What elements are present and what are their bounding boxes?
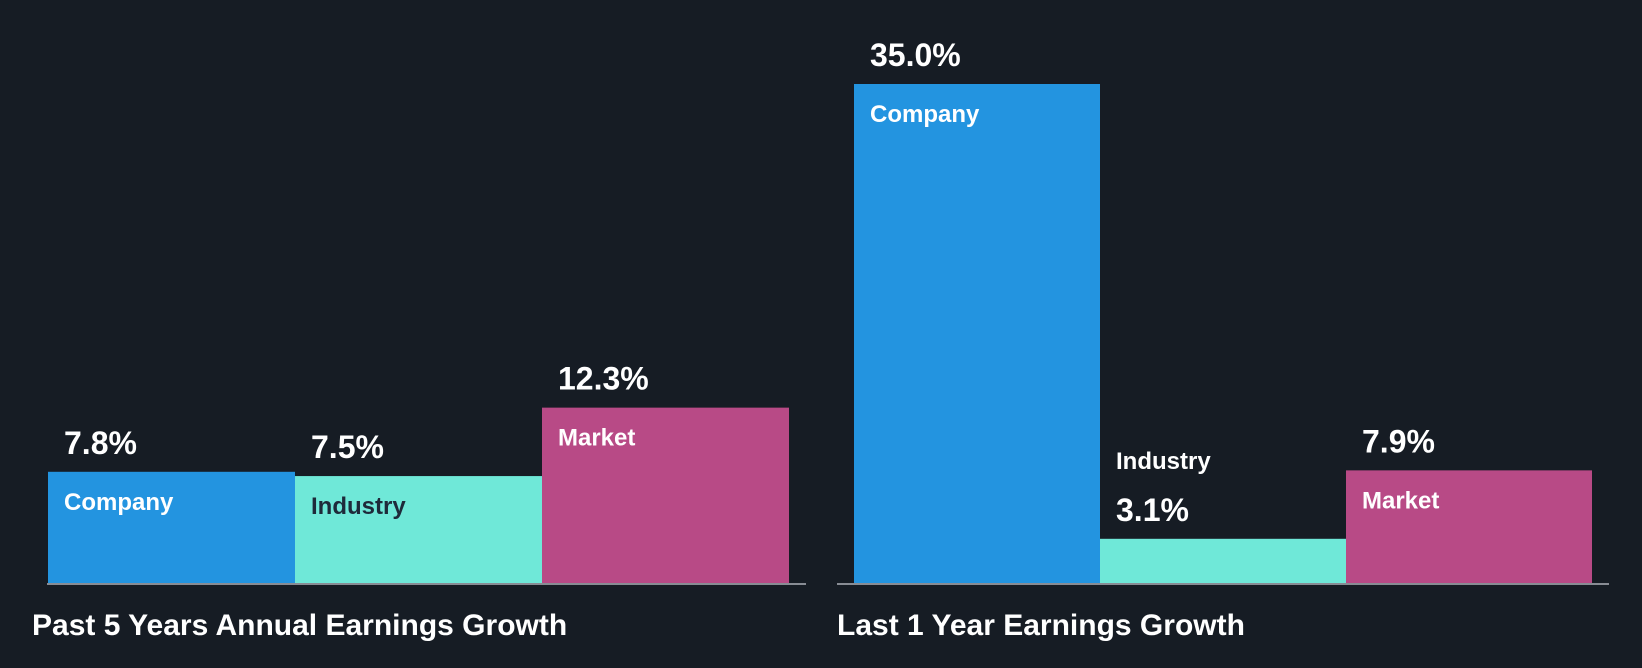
- category-label-past-5-years-company: Company: [64, 489, 174, 516]
- category-label-past-5-years-market: Market: [558, 425, 635, 452]
- bar-past-5-years-market: [542, 407, 789, 583]
- value-label-past-5-years-company: 7.8%: [64, 425, 137, 461]
- value-label-last-1-year-market: 7.9%: [1362, 423, 1435, 459]
- bar-last-1-year-industry: [1100, 538, 1346, 583]
- category-label-last-1-year-company: Company: [870, 101, 980, 128]
- category-label-last-1-year-industry: Industry: [1116, 448, 1211, 475]
- bar-last-1-year-market: [1346, 470, 1592, 583]
- value-label-last-1-year-industry: 3.1%: [1116, 492, 1189, 528]
- value-label-past-5-years-industry: 7.5%: [311, 429, 384, 465]
- chart-title-past-5-years: Past 5 Years Annual Earnings Growth: [32, 609, 567, 642]
- category-label-last-1-year-market: Market: [1362, 487, 1439, 514]
- panel-past-5-years: 7.8% Company 7.5% Industry 12.3% Market: [47, 361, 806, 585]
- chart-title-last-1-year: Last 1 Year Earnings Growth: [837, 609, 1245, 642]
- bar-last-1-year-company: [854, 84, 1100, 583]
- bar-past-5-years-company: [48, 471, 295, 583]
- bar-past-5-years-industry: [295, 476, 542, 583]
- category-label-past-5-years-industry: Industry: [311, 493, 406, 520]
- value-label-last-1-year-company: 35.0%: [870, 37, 961, 73]
- panel-last-1-year: 35.0% Company 3.1% Industry 7.9% Market: [837, 37, 1609, 585]
- value-label-past-5-years-market: 12.3%: [558, 361, 649, 397]
